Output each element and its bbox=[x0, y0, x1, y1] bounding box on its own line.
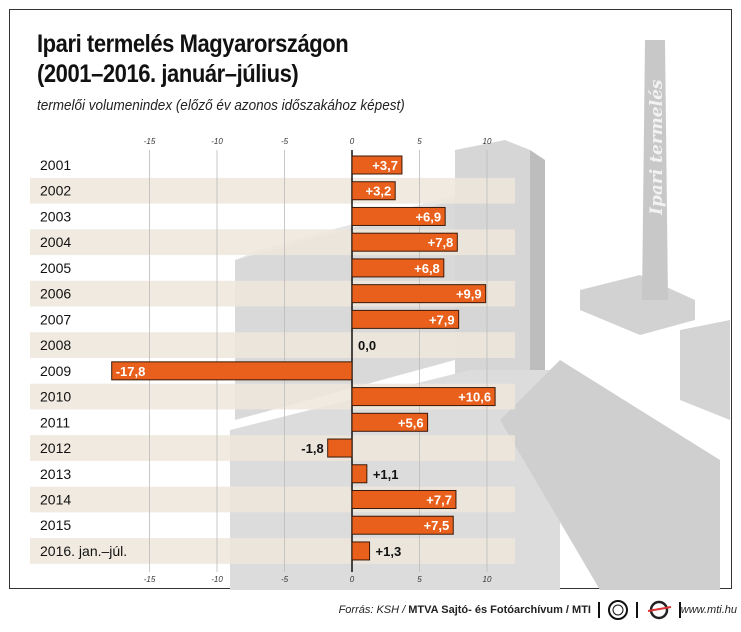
category-label: 2015 bbox=[40, 517, 71, 533]
data-label: +9,9 bbox=[456, 287, 482, 302]
data-label: +1,1 bbox=[373, 467, 399, 482]
data-label: +3,7 bbox=[372, 158, 398, 173]
bar bbox=[351, 258, 445, 278]
tick-label-top: -15 bbox=[144, 137, 156, 146]
category-label: 2006 bbox=[40, 286, 71, 302]
category-label: 2004 bbox=[40, 234, 71, 250]
bar bbox=[111, 361, 353, 381]
tick-label-bottom: 10 bbox=[483, 575, 492, 584]
data-label: +7,7 bbox=[426, 492, 452, 507]
bar bbox=[351, 155, 403, 175]
bar bbox=[351, 232, 458, 252]
category-label: 2014 bbox=[40, 491, 71, 507]
source-prefix: Forrás: KSH / bbox=[338, 604, 409, 616]
data-label: +7,9 bbox=[429, 312, 455, 327]
row-stripe bbox=[30, 538, 515, 564]
chart-title-line2: (2001–2016. január–július) bbox=[37, 60, 299, 88]
chart-title: Ipari termelés Magyarországon bbox=[37, 30, 349, 58]
data-label: +1,3 bbox=[376, 544, 402, 559]
tick-label-bottom: -10 bbox=[211, 575, 223, 584]
bar bbox=[351, 489, 457, 509]
bar bbox=[351, 412, 429, 432]
data-label: +6,8 bbox=[414, 261, 440, 276]
mtva-logo bbox=[608, 600, 628, 620]
bar bbox=[327, 438, 353, 458]
bar bbox=[351, 541, 371, 561]
source-bold: MTVA Sajtó- és Fotóarchívum / MTI bbox=[408, 604, 591, 616]
category-label: 2003 bbox=[40, 208, 71, 224]
row-stripe bbox=[30, 435, 515, 461]
tick-label-bottom: -15 bbox=[144, 575, 156, 584]
website-link[interactable]: www.mti.hu bbox=[680, 604, 737, 616]
row-stripe bbox=[30, 177, 515, 204]
source-footer: Forrás: KSH / MTVA Sajtó- és Fotóarchívu… bbox=[339, 604, 591, 616]
category-label: 2007 bbox=[40, 311, 71, 327]
bar bbox=[351, 284, 487, 304]
tick-label-top: 10 bbox=[483, 137, 492, 146]
category-label: 2002 bbox=[40, 183, 71, 199]
category-label: 2009 bbox=[40, 363, 71, 379]
category-label: 2005 bbox=[40, 260, 71, 276]
category-label: 2008 bbox=[40, 337, 71, 353]
bar bbox=[351, 464, 368, 484]
chart-subtitle: termelői volumenindex (előző év azonos i… bbox=[37, 97, 405, 114]
tick-label-top: 5 bbox=[417, 137, 422, 146]
category-label: 2011 bbox=[40, 414, 70, 430]
mti-logo bbox=[647, 600, 672, 620]
category-label: 2013 bbox=[40, 466, 71, 482]
bar bbox=[351, 206, 446, 226]
divider bbox=[679, 602, 681, 618]
data-label: +6,9 bbox=[415, 209, 441, 224]
data-label: +3,2 bbox=[366, 184, 392, 199]
bar bbox=[351, 181, 396, 201]
tick-label-top: -10 bbox=[211, 137, 223, 146]
category-label: 2016. jan.–júl. bbox=[40, 543, 127, 559]
tick-label-bottom: 0 bbox=[350, 575, 355, 584]
tick-label-bottom: -5 bbox=[281, 575, 289, 584]
bar bbox=[351, 387, 496, 407]
category-label: 2012 bbox=[40, 440, 71, 456]
row-stripe bbox=[30, 332, 515, 358]
data-label: +10,6 bbox=[458, 390, 491, 405]
divider bbox=[598, 602, 600, 618]
tick-label-top: -5 bbox=[281, 137, 289, 146]
data-label: +5,6 bbox=[398, 415, 424, 430]
data-label: -17,8 bbox=[116, 364, 146, 379]
category-label: 2001 bbox=[40, 157, 71, 173]
tick-label-top: 0 bbox=[350, 137, 355, 146]
bar bbox=[351, 515, 454, 535]
bar bbox=[351, 309, 460, 329]
category-label: 2010 bbox=[40, 389, 71, 405]
data-label: +7,5 bbox=[424, 518, 450, 533]
data-label: 0,0 bbox=[358, 338, 376, 353]
divider bbox=[636, 602, 638, 618]
data-label: -1,8 bbox=[301, 441, 323, 456]
data-label: +7,8 bbox=[428, 235, 454, 250]
tick-label-bottom: 5 bbox=[417, 575, 422, 584]
watermark-text: Ipari termelés bbox=[647, 79, 667, 216]
